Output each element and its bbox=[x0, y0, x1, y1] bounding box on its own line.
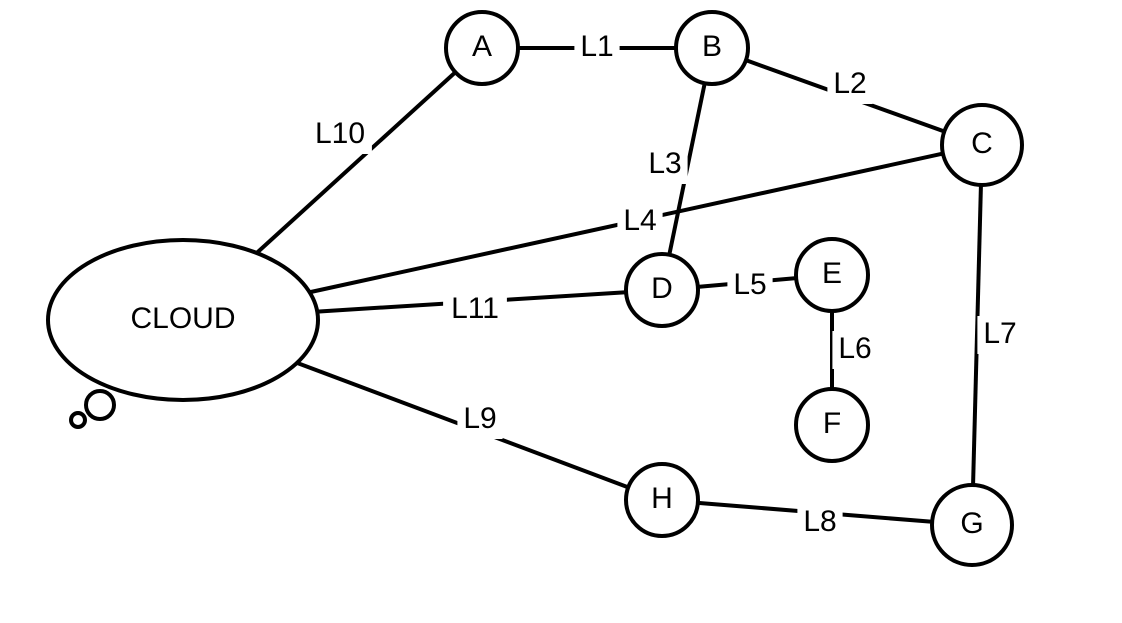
edge-label-l7: L7 bbox=[983, 317, 1016, 350]
edge-label-l11: L11 bbox=[451, 292, 499, 325]
node-label-a: A bbox=[472, 30, 492, 63]
edge-label-l1: L1 bbox=[580, 30, 613, 63]
node-label-b: B bbox=[702, 30, 722, 63]
cloud-bubble-1 bbox=[71, 413, 85, 427]
edge-label-l6: L6 bbox=[838, 332, 871, 365]
cloud-bubble-0 bbox=[86, 391, 114, 419]
edge-label-l9: L9 bbox=[463, 402, 496, 435]
network-diagram: L1 L2 L3 L4 L5 L6 L7 L8 L9 L10 L11 CLOUD A B C D E F G H bbox=[0, 0, 1122, 623]
edge-label-l8: L8 bbox=[803, 505, 836, 538]
cloud-label: CLOUD bbox=[130, 302, 235, 335]
node-label-c: C bbox=[971, 127, 993, 160]
edge-l10 bbox=[257, 72, 456, 253]
edge-label-l10: L10 bbox=[315, 117, 365, 150]
node-label-h: H bbox=[651, 482, 673, 515]
edge-label-l4: L4 bbox=[623, 204, 656, 237]
node-label-f: F bbox=[823, 407, 841, 440]
node-label-d: D bbox=[651, 272, 673, 305]
node-label-e: E bbox=[822, 257, 842, 290]
node-label-g: G bbox=[960, 507, 983, 540]
edge-label-l3: L3 bbox=[648, 147, 681, 180]
edge-label-l2: L2 bbox=[833, 67, 866, 100]
nodes-layer bbox=[48, 12, 1022, 565]
edge-label-l5: L5 bbox=[733, 268, 766, 301]
